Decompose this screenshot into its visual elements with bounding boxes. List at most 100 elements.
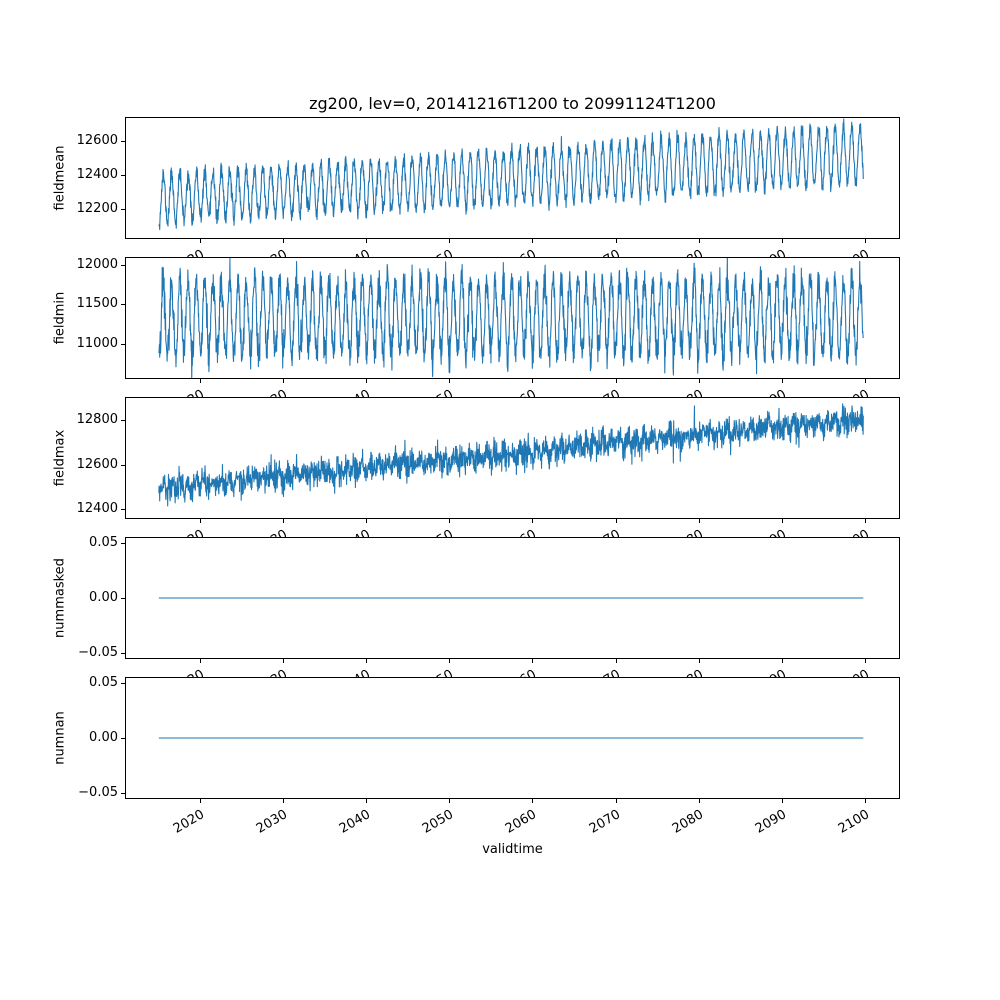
x-tick-label-text: 2030: [253, 807, 290, 837]
x-tick-label: 2100: [665, 663, 872, 697]
x-tick-mark: [616, 379, 617, 383]
fieldmin-line-plot: [158, 258, 864, 378]
y-tick-mark: [121, 598, 125, 599]
subplot-fieldmin-axes: [125, 257, 900, 379]
x-tick-mark: [532, 239, 533, 243]
x-tick-label: 2070: [416, 663, 623, 697]
x-tick-label: 2070: [416, 523, 623, 557]
x-tick-label: 2050: [249, 663, 456, 697]
x-tick-label: 2080: [499, 523, 706, 557]
y-tick-label: 0.05: [89, 675, 118, 690]
y-tick-label: 11000: [76, 336, 118, 351]
x-tick-label: 2100: [665, 523, 872, 557]
subplot-fieldmean-axes: [125, 117, 900, 239]
x-tick-mark: [449, 519, 450, 523]
fieldmean-line-plot: [158, 118, 864, 231]
x-tick-mark: [616, 239, 617, 243]
fieldmax-line-plot: [158, 403, 864, 507]
y-axis-label-fieldmean: fieldmean: [52, 145, 68, 211]
figure-title: zg200, lev=0, 20141216T1200 to 20991124T…: [309, 94, 716, 113]
x-tick-label: 2070: [416, 383, 623, 417]
x-tick-label: 2060: [332, 383, 539, 417]
y-tick-mark: [121, 738, 125, 739]
x-tick-mark: [699, 659, 700, 663]
x-tick-mark: [865, 379, 866, 383]
x-tick-mark: [366, 379, 367, 383]
x-tick-label: 2060: [332, 663, 539, 697]
nummasked-line-plot: [158, 597, 864, 599]
x-tick-mark: [532, 379, 533, 383]
x-tick-mark: [366, 519, 367, 523]
x-tick-label: 2080: [499, 383, 706, 417]
y-tick-label: 12000: [76, 257, 118, 272]
x-tick-label: 2030: [83, 243, 290, 277]
x-tick-mark: [699, 379, 700, 383]
x-tick-mark: [200, 379, 201, 383]
y-tick-mark: [121, 683, 125, 684]
x-tick-label-text: 2070: [586, 807, 623, 837]
x-tick-label: 2020: [0, 243, 207, 277]
y-axis-label-fieldmin: fieldmin: [52, 291, 68, 345]
fieldmin-series-line: [158, 258, 864, 378]
x-tick-label-text: 2100: [835, 807, 872, 837]
y-tick-label: 0.00: [89, 590, 118, 605]
x-tick-label: 2090: [582, 523, 789, 557]
x-tick-mark: [782, 379, 783, 383]
x-tick-mark: [616, 799, 617, 803]
y-tick-label: 0.05: [89, 535, 118, 550]
x-tick-mark: [200, 659, 201, 663]
x-tick-label: 2060: [332, 803, 539, 837]
x-tick-mark: [449, 799, 450, 803]
fieldmax-series-line: [158, 403, 864, 507]
x-tick-mark: [449, 239, 450, 243]
x-tick-mark: [782, 239, 783, 243]
x-tick-mark: [200, 519, 201, 523]
x-tick-label: 2040: [166, 803, 373, 837]
y-tick-label: 12200: [76, 201, 118, 216]
x-tick-label-text: 2060: [502, 807, 539, 837]
y-tick-mark: [121, 543, 125, 544]
x-tick-label-text: 2050: [419, 807, 456, 837]
x-tick-label: 2090: [582, 803, 789, 837]
x-tick-label: 2050: [249, 803, 456, 837]
x-tick-label-text: 2080: [669, 807, 706, 837]
y-axis-label-numnan: numnan: [52, 711, 68, 765]
y-tick-label: 11500: [76, 296, 118, 311]
y-tick-mark: [121, 653, 125, 654]
x-tick-mark: [616, 659, 617, 663]
subplot-numnan-axes: [125, 677, 900, 799]
x-tick-label-text: 2090: [752, 807, 789, 837]
subplot-fieldmax-axes: [125, 397, 900, 519]
x-tick-label: 2040: [166, 663, 373, 697]
y-tick-mark: [121, 209, 125, 210]
y-tick-mark: [121, 175, 125, 176]
x-tick-mark: [782, 799, 783, 803]
x-tick-mark: [699, 799, 700, 803]
y-tick-mark: [121, 420, 125, 421]
y-tick-mark: [121, 509, 125, 510]
x-tick-label: 2040: [166, 523, 373, 557]
x-tick-label: 2100: [665, 243, 872, 277]
x-tick-mark: [449, 379, 450, 383]
y-tick-mark: [121, 344, 125, 345]
y-tick-label: 12600: [76, 133, 118, 148]
x-tick-label: 2050: [249, 523, 456, 557]
x-tick-mark: [699, 239, 700, 243]
x-tick-label: 2070: [416, 803, 623, 837]
x-tick-label: 2020: [0, 383, 207, 417]
x-tick-mark: [283, 239, 284, 243]
y-tick-label: 12400: [76, 167, 118, 182]
x-tick-label: 2090: [582, 383, 789, 417]
y-tick-label: −0.05: [78, 785, 118, 800]
y-tick-label: −0.05: [78, 645, 118, 660]
y-tick-label: 12600: [76, 457, 118, 472]
x-axis-label: validtime: [482, 842, 543, 857]
x-tick-mark: [366, 239, 367, 243]
x-tick-label: 2080: [499, 663, 706, 697]
y-axis-label-fieldmax: fieldmax: [52, 429, 68, 487]
fieldmean-series-line: [158, 118, 864, 231]
x-tick-label: 2100: [665, 383, 872, 417]
x-tick-label: 2090: [582, 663, 789, 697]
y-axis-label-nummasked: nummasked: [52, 558, 68, 638]
